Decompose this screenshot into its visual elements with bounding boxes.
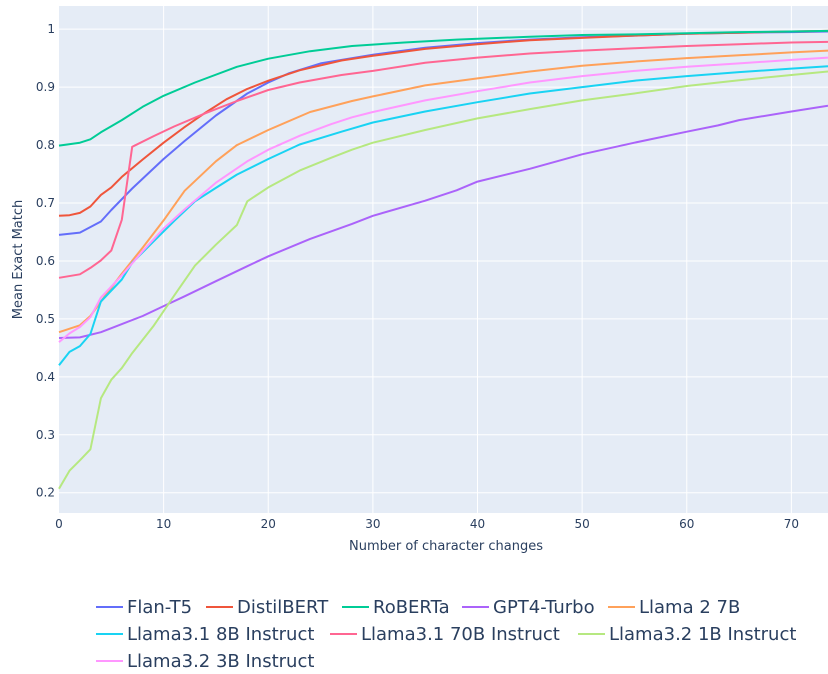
legend-label: Llama3.2 3B Instruct <box>127 651 314 672</box>
plot-background <box>59 6 828 513</box>
y-tick-label: 0.6 <box>36 254 55 268</box>
legend-item[interactable]: Llama3.2 1B Instruct <box>578 624 796 645</box>
y-tick-label: 0.2 <box>36 486 55 500</box>
legend-label: RoBERTa <box>373 597 450 618</box>
x-tick-label: 60 <box>679 517 694 531</box>
legend-item[interactable]: Flan-T5 <box>96 597 192 618</box>
x-axis-title: Number of character changes <box>349 539 543 554</box>
legend-label: Llama3.2 1B Instruct <box>609 624 796 645</box>
series-line-6 <box>58 40 828 279</box>
legend-label: Llama3.1 70B Instruct <box>361 624 560 645</box>
y-tick-label: 0.8 <box>36 138 55 152</box>
series-line-5 <box>58 65 828 366</box>
y-tick-label: 0.3 <box>36 428 55 442</box>
legend: Flan-T5 DistilBERT RoBERTa GPT4-Turbo Llama … <box>96 597 796 672</box>
legend-item[interactable]: Llama3.1 8B Instruct <box>96 624 314 645</box>
x-tick-label: 30 <box>365 517 380 531</box>
legend-item[interactable]: Llama3.2 3B Instruct <box>96 651 314 672</box>
y-tick-label: 0.4 <box>36 370 55 384</box>
x-tick-label: 10 <box>156 517 171 531</box>
legend-label: Llama 2 7B <box>639 597 740 618</box>
y-axis-title: Mean Exact Match <box>11 200 26 319</box>
x-axis-ticks: 0 10 20 30 40 50 60 70 <box>55 517 799 531</box>
x-tick-label: 20 <box>261 517 276 531</box>
legend-label: GPT4-Turbo <box>493 597 595 618</box>
y-tick-label: 0.9 <box>36 80 55 94</box>
series-line-2 <box>58 29 828 147</box>
series-line-3 <box>58 104 828 339</box>
legend-item[interactable]: RoBERTa <box>342 597 450 618</box>
x-tick-label: 50 <box>574 517 589 531</box>
series-layer <box>58 29 828 490</box>
legend-label: DistilBERT <box>237 597 329 618</box>
legend-label: Llama3.1 8B Instruct <box>127 624 314 645</box>
x-tick-label: 40 <box>470 517 485 531</box>
series-line-8 <box>58 56 828 343</box>
y-tick-label: 1 <box>47 22 55 36</box>
series-line-7 <box>58 70 828 490</box>
legend-label: Flan-T5 <box>127 597 192 618</box>
legend-item[interactable]: Llama 2 7B <box>608 597 740 618</box>
y-tick-label: 0.7 <box>36 196 55 210</box>
x-tick-label: 0 <box>55 517 63 531</box>
legend-item[interactable]: GPT4-Turbo <box>462 597 595 618</box>
y-tick-label: 0.5 <box>36 312 55 326</box>
legend-item[interactable]: DistilBERT <box>206 597 329 618</box>
series-line-1 <box>58 29 828 217</box>
legend-item[interactable]: Llama3.1 70B Instruct <box>330 624 560 645</box>
x-tick-label: 70 <box>784 517 799 531</box>
grid-lines <box>59 6 828 513</box>
y-axis-ticks: 0.2 0.3 0.4 0.5 0.6 0.7 0.8 0.9 1 <box>36 22 55 500</box>
